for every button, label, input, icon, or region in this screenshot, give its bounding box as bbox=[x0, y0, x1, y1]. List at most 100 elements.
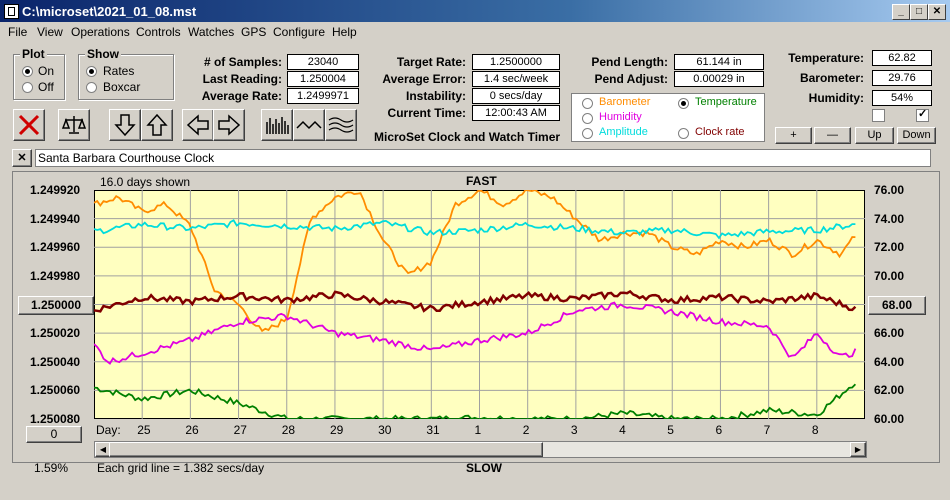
temperature-option[interactable]: Temperature bbox=[695, 96, 757, 108]
horizontal-scrollbar[interactable]: ◀ ▶ bbox=[94, 441, 867, 458]
minimize-icon[interactable]: _ bbox=[892, 4, 910, 20]
menu-configure[interactable]: Configure bbox=[273, 25, 326, 39]
slow-label: SLOW bbox=[466, 461, 502, 475]
barometer-radio[interactable] bbox=[582, 98, 593, 109]
series-line bbox=[94, 219, 856, 240]
plot-series bbox=[94, 190, 857, 419]
multiwave-icon bbox=[328, 117, 354, 133]
left-tick-label: 1.250060 bbox=[30, 383, 81, 398]
humidity-option[interactable]: Humidity bbox=[599, 111, 642, 123]
barometer-label: Barometer: bbox=[799, 71, 864, 85]
option-checkbox-1[interactable] bbox=[872, 109, 885, 122]
plot-on-radio[interactable] bbox=[22, 66, 33, 77]
target-rate-value: 1.2500000 bbox=[472, 54, 560, 70]
fast-label: FAST bbox=[466, 174, 497, 188]
average-error-value: 1.4 sec/week bbox=[472, 71, 560, 87]
x-tick-label: 25 bbox=[137, 423, 151, 437]
x-tick-label: 4 bbox=[619, 423, 626, 437]
x-axis-label: Day: bbox=[96, 423, 121, 437]
app-icon[interactable] bbox=[4, 4, 19, 19]
clock-rate-radio[interactable] bbox=[678, 128, 689, 139]
minus-button[interactable]: — bbox=[814, 127, 851, 144]
down-arrow-button[interactable] bbox=[109, 109, 141, 141]
center-secondary-button[interactable]: 68.00 bbox=[868, 296, 926, 315]
menu-controls[interactable]: Controls bbox=[136, 25, 181, 39]
amplitude-option[interactable]: Amplitude bbox=[599, 126, 648, 138]
show-rates-radio[interactable] bbox=[86, 66, 97, 77]
show-boxcar-radio[interactable] bbox=[86, 82, 97, 93]
x-tick-label: 29 bbox=[329, 423, 344, 437]
x-tick-label: 26 bbox=[185, 423, 199, 437]
samples-value: 23040 bbox=[287, 54, 359, 70]
scroll-right-icon[interactable]: ▶ bbox=[850, 442, 866, 457]
show-rates-label: Rates bbox=[103, 64, 135, 78]
x-tick-label: 1 bbox=[474, 423, 482, 437]
close-icon[interactable]: ✕ bbox=[928, 4, 946, 20]
center-rate-button[interactable]: 1.250000 bbox=[18, 296, 94, 315]
stop-icon bbox=[18, 114, 40, 136]
temperature-label: Temperature: bbox=[788, 51, 864, 65]
series-line bbox=[94, 289, 857, 313]
plot-group: Plot bbox=[13, 47, 65, 100]
left-tick-label: 1.249980 bbox=[30, 268, 81, 283]
x-tick-label: 6 bbox=[715, 423, 723, 437]
x-tick-label: 5 bbox=[667, 423, 674, 437]
pend-length-value: 61.144 in bbox=[674, 54, 764, 70]
wave-view-button[interactable] bbox=[293, 109, 325, 141]
arrow-left-icon bbox=[186, 114, 209, 136]
x-tick-label: 30 bbox=[378, 423, 392, 437]
average-error-label: Average Error: bbox=[382, 72, 466, 86]
x-tick-label: 7 bbox=[763, 423, 771, 437]
bars-view-button[interactable] bbox=[261, 109, 293, 141]
plus-button[interactable]: + bbox=[775, 127, 812, 144]
right-tick-label: 64.00 bbox=[874, 354, 905, 369]
x-tick-label: 2 bbox=[522, 423, 530, 437]
option-checkbox-2[interactable]: ✓ bbox=[916, 108, 929, 122]
pend-adjust-label: Pend Adjust: bbox=[594, 72, 668, 86]
target-rate-label: Target Rate: bbox=[396, 55, 466, 69]
window-title: C:\microset\2021_01_08.mst bbox=[22, 4, 197, 19]
up-button[interactable]: Up bbox=[855, 127, 894, 144]
plot-on-label: On bbox=[38, 64, 55, 78]
menu-watches[interactable]: Watches bbox=[188, 25, 235, 39]
last-reading-value: 1.250004 bbox=[287, 71, 359, 87]
menu-file[interactable]: File bbox=[8, 25, 28, 39]
scroll-value-button[interactable]: 0 bbox=[26, 426, 82, 443]
app-title: MicroSet Clock and Watch Timer bbox=[374, 130, 561, 144]
plot-area[interactable] bbox=[94, 190, 865, 419]
right-tick-label: 74.00 bbox=[874, 211, 905, 226]
current-time-label: Current Time: bbox=[387, 106, 466, 120]
scroll-thumb[interactable] bbox=[109, 442, 543, 457]
x-tick-label: 28 bbox=[281, 423, 296, 437]
barometer-option[interactable]: Barometer bbox=[599, 96, 651, 108]
series-line bbox=[94, 190, 856, 333]
plot-off-label: Off bbox=[38, 80, 54, 94]
right-tick-label: 60.00 bbox=[874, 412, 905, 426]
down-button[interactable]: Down bbox=[897, 127, 936, 144]
temperature-radio[interactable] bbox=[678, 98, 689, 109]
menu-gps[interactable]: GPS bbox=[241, 25, 267, 39]
multiwave-view-button[interactable] bbox=[325, 109, 357, 141]
show-group: Show bbox=[78, 47, 174, 100]
plot-off-radio[interactable] bbox=[22, 82, 33, 93]
barometer-value: 29.76 bbox=[872, 70, 932, 86]
x-tick-label: 8 bbox=[811, 423, 819, 437]
show-group-title: Show bbox=[85, 47, 121, 61]
menu-view[interactable]: View bbox=[37, 25, 63, 39]
watch-close-button[interactable]: ✕ bbox=[12, 149, 32, 167]
amplitude-radio[interactable] bbox=[582, 128, 593, 139]
clock-rate-option[interactable]: Clock rate bbox=[695, 126, 745, 138]
up-arrow-button[interactable] bbox=[141, 109, 173, 141]
menu-operations[interactable]: Operations bbox=[71, 25, 130, 39]
maximize-icon[interactable]: □ bbox=[910, 4, 928, 20]
right-tick-label: 62.00 bbox=[874, 383, 905, 398]
watch-name-field[interactable]: Santa Barbara Courthouse Clock bbox=[35, 149, 931, 167]
humidity-radio[interactable] bbox=[582, 113, 593, 124]
title-bar: C:\microset\2021_01_08.mst _ □ ✕ bbox=[0, 0, 950, 22]
menu-help[interactable]: Help bbox=[332, 25, 357, 39]
right-arrow-button[interactable] bbox=[213, 109, 245, 141]
stop-button[interactable] bbox=[13, 109, 45, 141]
humidity-label: Humidity: bbox=[808, 91, 864, 105]
left-arrow-button[interactable] bbox=[182, 109, 214, 141]
balance-button[interactable] bbox=[58, 109, 90, 141]
